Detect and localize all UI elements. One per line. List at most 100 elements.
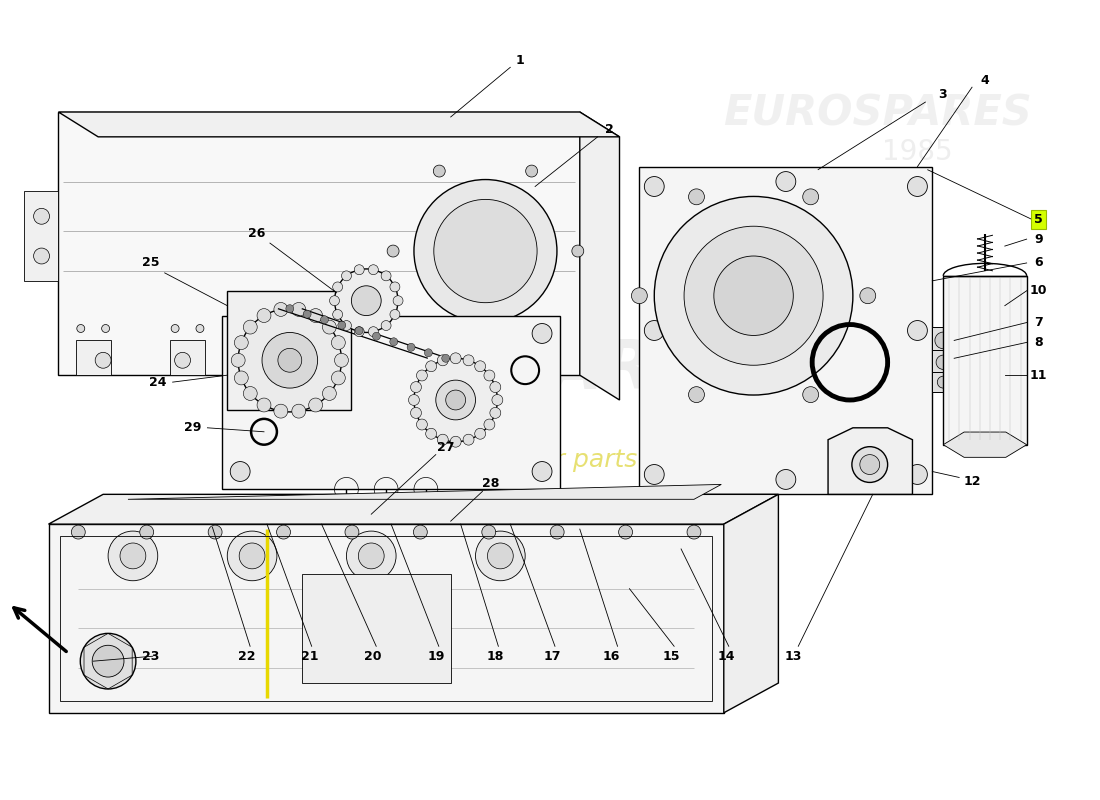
Circle shape [234, 371, 249, 385]
Circle shape [243, 386, 257, 401]
Text: 19: 19 [427, 650, 444, 662]
Circle shape [196, 325, 204, 333]
Circle shape [274, 404, 288, 418]
Circle shape [532, 323, 552, 343]
Polygon shape [48, 494, 779, 524]
Circle shape [34, 208, 50, 224]
Text: 7: 7 [1034, 316, 1043, 329]
Circle shape [96, 352, 111, 368]
Circle shape [484, 370, 495, 381]
Circle shape [230, 323, 250, 343]
Circle shape [936, 355, 950, 370]
Polygon shape [228, 290, 351, 410]
Circle shape [645, 465, 664, 485]
Circle shape [360, 325, 367, 333]
Circle shape [454, 325, 462, 333]
Circle shape [417, 370, 428, 381]
Circle shape [532, 462, 552, 482]
Text: 26: 26 [249, 226, 266, 240]
Circle shape [330, 296, 340, 306]
Circle shape [426, 428, 437, 439]
Circle shape [803, 386, 818, 402]
Circle shape [334, 269, 398, 333]
Circle shape [80, 634, 136, 689]
Circle shape [688, 525, 701, 539]
Text: 21: 21 [301, 650, 318, 662]
Circle shape [937, 376, 949, 388]
Circle shape [433, 325, 446, 337]
Polygon shape [128, 485, 722, 499]
Circle shape [463, 434, 474, 445]
Circle shape [262, 333, 318, 388]
Circle shape [239, 543, 265, 569]
Circle shape [572, 245, 584, 257]
Circle shape [492, 394, 503, 406]
Text: 4: 4 [980, 74, 989, 86]
Circle shape [331, 371, 345, 385]
Text: 3: 3 [938, 88, 947, 101]
Polygon shape [58, 112, 619, 137]
Polygon shape [944, 432, 1026, 458]
Circle shape [490, 407, 500, 418]
Circle shape [389, 338, 398, 346]
Circle shape [368, 265, 378, 274]
Polygon shape [301, 574, 451, 683]
Circle shape [322, 320, 337, 334]
Text: 27: 27 [437, 441, 454, 454]
Circle shape [332, 282, 342, 292]
Circle shape [908, 465, 927, 485]
Polygon shape [48, 524, 724, 713]
Circle shape [257, 398, 271, 412]
Circle shape [333, 352, 350, 368]
Circle shape [410, 407, 421, 418]
Circle shape [526, 165, 538, 177]
Circle shape [381, 271, 392, 281]
Circle shape [490, 382, 500, 393]
Polygon shape [419, 549, 432, 564]
Text: 17: 17 [543, 650, 561, 662]
Circle shape [433, 199, 537, 302]
Text: 10: 10 [1030, 284, 1047, 298]
Polygon shape [24, 191, 58, 281]
Text: EUROSPARES: EUROSPARES [253, 338, 748, 403]
Circle shape [776, 171, 795, 191]
Circle shape [354, 265, 364, 274]
Text: 22: 22 [239, 650, 256, 662]
Circle shape [341, 321, 351, 330]
Circle shape [478, 325, 487, 333]
Circle shape [274, 302, 288, 316]
Circle shape [689, 386, 704, 402]
Circle shape [475, 428, 485, 439]
Circle shape [436, 380, 475, 420]
Circle shape [393, 296, 403, 306]
Circle shape [34, 248, 50, 264]
Circle shape [475, 361, 485, 372]
Circle shape [908, 177, 927, 197]
Polygon shape [453, 341, 488, 375]
Polygon shape [580, 112, 619, 400]
Circle shape [230, 462, 250, 482]
Circle shape [332, 310, 342, 319]
Polygon shape [170, 341, 205, 375]
Circle shape [684, 226, 823, 366]
Polygon shape [724, 494, 779, 713]
Polygon shape [933, 372, 954, 392]
Circle shape [320, 316, 329, 324]
Circle shape [351, 286, 382, 315]
Circle shape [414, 525, 427, 539]
Circle shape [234, 336, 249, 350]
Polygon shape [828, 428, 913, 494]
Circle shape [208, 525, 222, 539]
Circle shape [257, 309, 271, 322]
Circle shape [338, 322, 345, 329]
Circle shape [433, 165, 446, 177]
Text: 5: 5 [1034, 213, 1043, 226]
Circle shape [341, 271, 351, 281]
Polygon shape [222, 315, 560, 490]
Text: 20: 20 [364, 650, 382, 662]
Circle shape [381, 321, 392, 330]
Circle shape [390, 282, 400, 292]
Circle shape [618, 525, 632, 539]
Text: 12: 12 [964, 475, 981, 488]
Circle shape [292, 302, 306, 316]
